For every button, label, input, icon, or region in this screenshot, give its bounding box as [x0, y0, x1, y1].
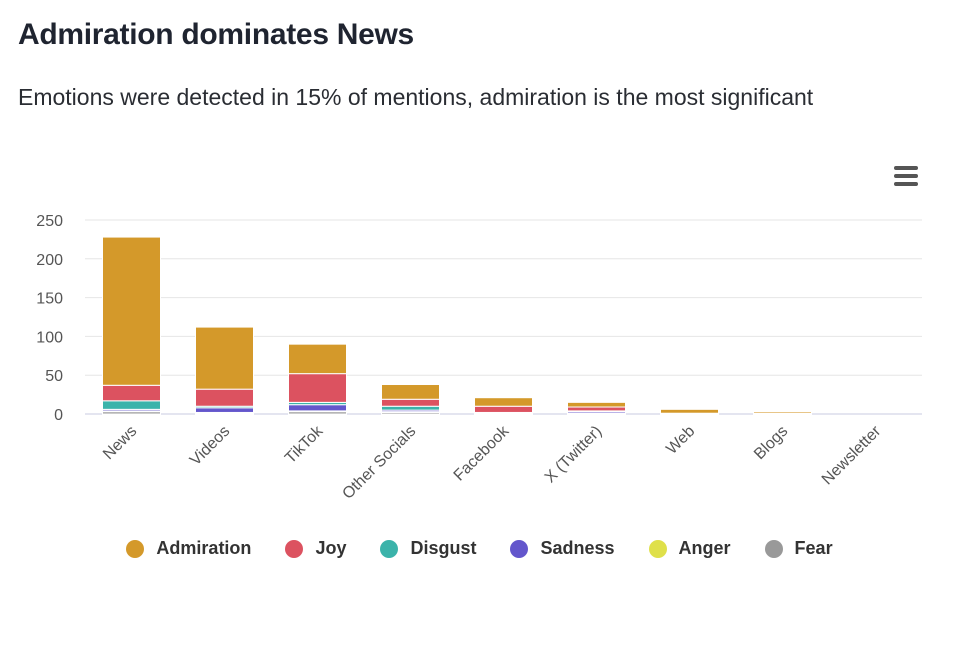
- bar-segment-admiration: [567, 401, 626, 408]
- legend-item-fear[interactable]: Fear: [764, 538, 833, 559]
- bar-segment-joy: [567, 406, 626, 412]
- bar-segment-joy: [381, 398, 440, 407]
- legend-label: Disgust: [410, 538, 477, 558]
- legend-marker: [764, 539, 783, 558]
- bar-segment-admiration: [102, 236, 161, 386]
- x-tick-label: Videos: [187, 423, 233, 469]
- menu-line: [894, 182, 918, 186]
- x-tick-label: Web: [663, 423, 698, 458]
- bar-segment-admiration: [474, 397, 533, 407]
- legend-marker: [510, 539, 529, 558]
- legend-item-admiration[interactable]: Admiration: [126, 538, 251, 559]
- legend-label: Fear: [794, 538, 833, 558]
- x-tick-label: Facebook: [451, 422, 513, 484]
- legend-label: Sadness: [540, 538, 615, 558]
- bar-segment-disgust: [102, 400, 161, 410]
- menu-line: [894, 174, 918, 178]
- x-tick-label: X (Twitter): [542, 423, 606, 487]
- bar-segment-joy: [102, 384, 161, 402]
- legend-marker: [126, 539, 145, 558]
- legend-marker: [285, 539, 304, 558]
- bar-segment-admiration: [381, 384, 440, 400]
- legend-marker: [380, 539, 399, 558]
- bar-segment-joy: [195, 388, 254, 407]
- hamburger-menu-icon[interactable]: [890, 162, 922, 192]
- x-tick-label: TikTok: [282, 422, 327, 467]
- x-tick-label: Other Socials: [339, 423, 419, 503]
- legend-marker: [648, 539, 667, 558]
- y-tick-label: 250: [36, 213, 63, 230]
- legend-item-anger[interactable]: Anger: [648, 538, 731, 559]
- bar-segment-disgust: [381, 405, 440, 411]
- legend-item-disgust[interactable]: Disgust: [380, 538, 476, 559]
- bar-segment-admiration: [195, 326, 254, 390]
- y-tick-label: 100: [36, 329, 63, 346]
- bar-segment-sadness: [288, 404, 347, 412]
- stacked-bar-chart: 0 50 100 150 200 250 News Videos TikTok Other Soc…: [36, 213, 922, 503]
- y-tick-label: 150: [36, 291, 63, 308]
- bar-segment-joy: [288, 373, 347, 403]
- chart-title: Admiration dominates News: [18, 18, 414, 51]
- legend-item-joy[interactable]: Joy: [285, 538, 346, 559]
- bar-segment-joy: [474, 405, 533, 413]
- chart-subtitle: Emotions were detected in 15% of mention…: [18, 84, 814, 110]
- menu-line: [894, 166, 918, 170]
- chart-legend: Admiration Joy Disgust Sadness Anger Fear: [0, 538, 959, 559]
- bar-segment-admiration: [288, 343, 347, 375]
- legend-label: Admiration: [156, 538, 252, 558]
- x-tick-label: News: [100, 423, 140, 463]
- x-tick-label: Newsletter: [819, 422, 885, 488]
- bar-segment-admiration: [753, 411, 812, 414]
- legend-label: Joy: [315, 538, 347, 558]
- x-tick-label: Blogs: [751, 423, 791, 463]
- legend-item-sadness[interactable]: Sadness: [510, 538, 615, 559]
- bar-segment-admiration: [660, 408, 719, 414]
- y-tick-label: 50: [45, 368, 63, 385]
- legend-label: Anger: [678, 538, 731, 558]
- bar-segment-sadness: [195, 407, 254, 413]
- y-tick-label: 0: [54, 407, 63, 424]
- y-tick-label: 200: [36, 252, 63, 269]
